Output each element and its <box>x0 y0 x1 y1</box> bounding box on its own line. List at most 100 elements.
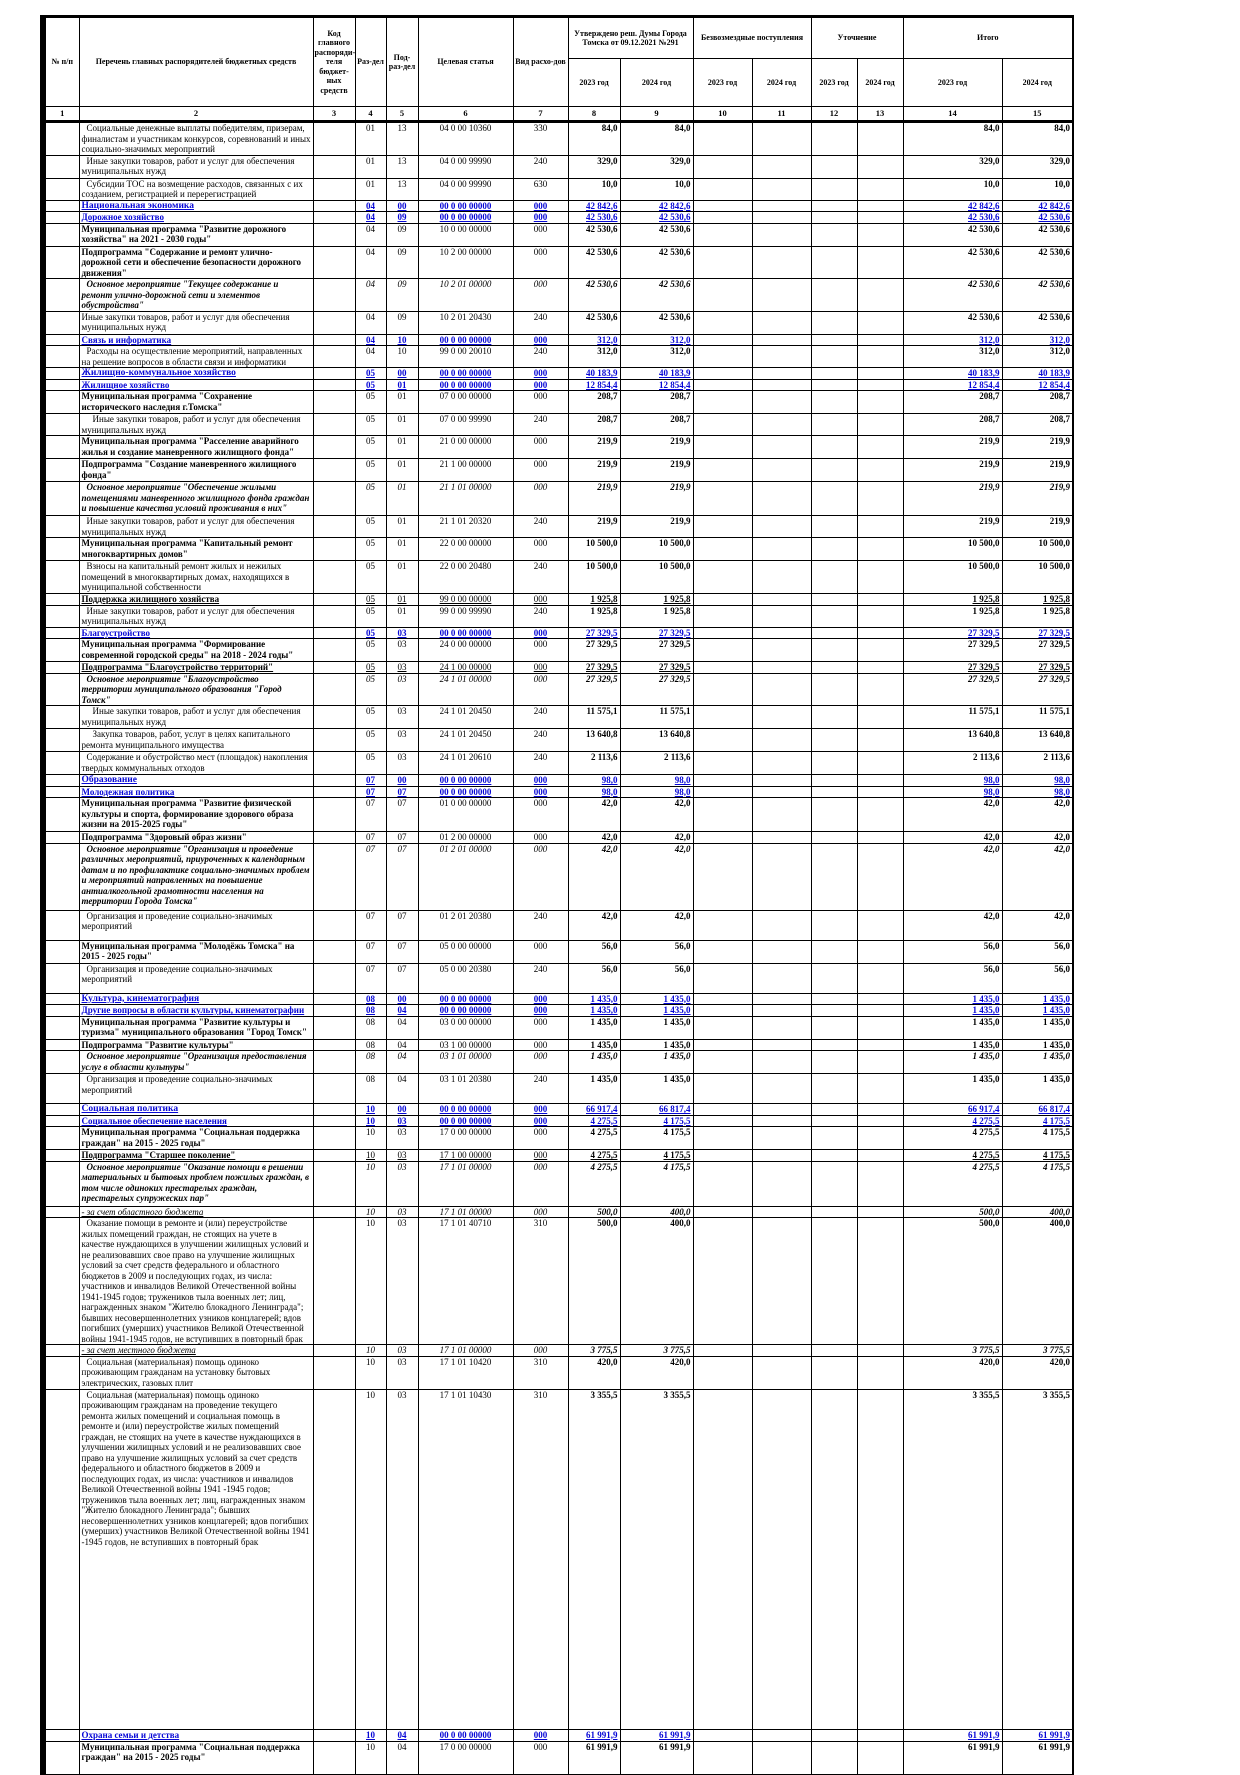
cell-clarification-2024-value <box>856 1149 904 1162</box>
cell-gratuitous-2023-value <box>692 154 753 179</box>
cell-expense-type-code: 630 <box>512 177 569 201</box>
cell-item-text: Муниципальная программа "Формирование со… <box>78 638 314 662</box>
cell-podrazdel-code: 04 <box>385 1050 419 1074</box>
cell-clarification-2024-value <box>856 1217 904 1345</box>
cell-item-text: - за счет областного бюджета <box>78 1205 314 1218</box>
cell-item-text: Основное мероприятие "Текущее содержание… <box>78 278 314 312</box>
table-row: Организация и проведение социально-значи… <box>42 1073 1074 1104</box>
cell-row-number <box>42 1015 80 1040</box>
cell-razdel-code: 05 <box>354 367 387 380</box>
cell-total-2023-value: 11 575,1 <box>902 705 1003 729</box>
cell-razdel-code: 05 <box>354 537 387 561</box>
cell-target-article-code: 24 1 01 20450 <box>417 728 514 752</box>
cell-clarification-2024-value <box>856 537 904 561</box>
cell-grbs-code <box>312 797 356 832</box>
cell-gratuitous-2023-value <box>692 992 753 1005</box>
cell-expense-type-code: 000 <box>512 992 569 1005</box>
cell-gratuitous-2023-value <box>692 705 753 729</box>
cell-total-2023-value: 84,0 <box>902 121 1003 156</box>
cell-gratuitous-2024-value <box>751 1103 812 1116</box>
cell-expense-type-code: 000 <box>512 1126 569 1150</box>
cell-gratuitous-2024-value <box>751 333 812 346</box>
cell-approved-2023-value: 208,7 <box>567 413 621 436</box>
cell-expense-type-code: 000 <box>512 1038 569 1051</box>
cell-approved-2024-value: 10 500,0 <box>619 537 694 561</box>
cell-approved-2024-value: 42,0 <box>619 909 694 941</box>
cell-total-2024-value: 219,9 <box>1001 481 1074 516</box>
cell-total-2023-value: 500,0 <box>902 1217 1003 1345</box>
header-year-gratuitous-2023: 2023 год <box>692 58 753 107</box>
cell-approved-2023-value: 3 775,5 <box>567 1344 621 1357</box>
cell-expense-type-code: 000 <box>512 842 569 911</box>
cell-target-article-code: 01 2 01 20380 <box>417 909 514 941</box>
cell-gratuitous-2024-value <box>751 378 812 391</box>
cell-row-number <box>42 1149 80 1162</box>
header-col-podrazdel: Под-раз-дел <box>385 16 419 107</box>
cell-expense-type-code: 000 <box>512 278 569 312</box>
cell-gratuitous-2024-value <box>751 560 812 594</box>
cell-clarification-2024-value <box>856 1015 904 1040</box>
cell-row-number <box>42 751 80 775</box>
table-row: Организация и проведение социально-значи… <box>42 962 1074 994</box>
cell-grbs-code <box>312 278 356 312</box>
cell-item-text: Муниципальная программа "Расселение авар… <box>78 435 314 459</box>
cell-podrazdel-code: 01 <box>385 413 419 436</box>
cell-razdel-code: 04 <box>354 211 387 224</box>
cell-target-article-code: 03 1 00 00000 <box>417 1038 514 1051</box>
cell-approved-2024-value: 10 500,0 <box>619 560 694 594</box>
cell-clarification-2024-value <box>856 515 904 538</box>
cell-gratuitous-2024-value <box>751 222 812 247</box>
cell-total-2023-value: 420,0 <box>902 1355 1003 1390</box>
cell-target-article-code: 00 0 00 00000 <box>417 785 514 798</box>
cell-podrazdel-code: 04 <box>385 1728 419 1742</box>
cell-clarification-2023-value <box>810 797 858 832</box>
cell-clarification-2024-value <box>856 1728 904 1742</box>
cell-row-number <box>42 515 80 538</box>
table-row: Основное мероприятие "Обеспечение жилыми… <box>42 481 1074 516</box>
cell-expense-type-code: 000 <box>512 222 569 247</box>
cell-total-2024-value: 1 435,0 <box>1001 1015 1074 1040</box>
cell-gratuitous-2024-value <box>751 177 812 201</box>
cell-clarification-2024-value <box>856 797 904 832</box>
cell-total-2024-value: 56,0 <box>1001 962 1074 994</box>
cell-clarification-2023-value <box>810 390 858 414</box>
cell-row-number <box>42 992 80 1005</box>
cell-row-number <box>42 842 80 911</box>
cell-clarification-2024-value <box>856 121 904 156</box>
cell-total-2023-value: 219,9 <box>902 515 1003 538</box>
cell-razdel-code: 05 <box>354 672 387 706</box>
cell-podrazdel-code: 03 <box>385 705 419 729</box>
cell-gratuitous-2023-value <box>692 1740 753 1775</box>
cell-podrazdel-code: 00 <box>385 774 419 787</box>
column-number-cell: 12 <box>810 106 858 123</box>
cell-clarification-2023-value <box>810 785 858 798</box>
cell-grbs-code <box>312 705 356 729</box>
cell-podrazdel-code: 01 <box>385 537 419 561</box>
cell-clarification-2024-value <box>856 378 904 391</box>
cell-gratuitous-2024-value <box>751 367 812 380</box>
cell-gratuitous-2023-value <box>692 1114 753 1127</box>
table-row: Иные закупки товаров, работ и услуг для … <box>42 310 1074 335</box>
cell-total-2023-value: 219,9 <box>902 435 1003 459</box>
table-row: Основное мероприятие "Оказание помощи в … <box>42 1160 1074 1207</box>
cell-total-2024-value: 84,0 <box>1001 121 1074 156</box>
cell-approved-2024-value: 3 355,5 <box>619 1388 694 1730</box>
cell-item-text: Иные закупки товаров, работ и услуг для … <box>78 705 314 729</box>
cell-total-2023-value: 42 530,6 <box>902 245 1003 279</box>
cell-gratuitous-2024-value <box>751 1160 812 1207</box>
cell-gratuitous-2024-value <box>751 774 812 787</box>
cell-podrazdel-code: 01 <box>385 481 419 516</box>
cell-expense-type-code: 000 <box>512 245 569 279</box>
table-row: Закупка товаров, работ, услуг в целях ка… <box>42 728 1074 752</box>
cell-item-text: Охрана семьи и детства <box>78 1728 314 1742</box>
cell-razdel-code: 08 <box>354 992 387 1005</box>
cell-razdel-code: 04 <box>354 245 387 279</box>
cell-gratuitous-2024-value <box>751 785 812 798</box>
cell-approved-2024-value: 27 329,5 <box>619 638 694 662</box>
cell-podrazdel-code: 03 <box>385 1217 419 1345</box>
cell-approved-2023-value: 4 275,5 <box>567 1149 621 1162</box>
cell-expense-type-code: 000 <box>512 199 569 212</box>
cell-razdel-code: 08 <box>354 1050 387 1074</box>
cell-total-2023-value: 42,0 <box>902 831 1003 844</box>
cell-total-2023-value: 1 925,8 <box>902 604 1003 628</box>
